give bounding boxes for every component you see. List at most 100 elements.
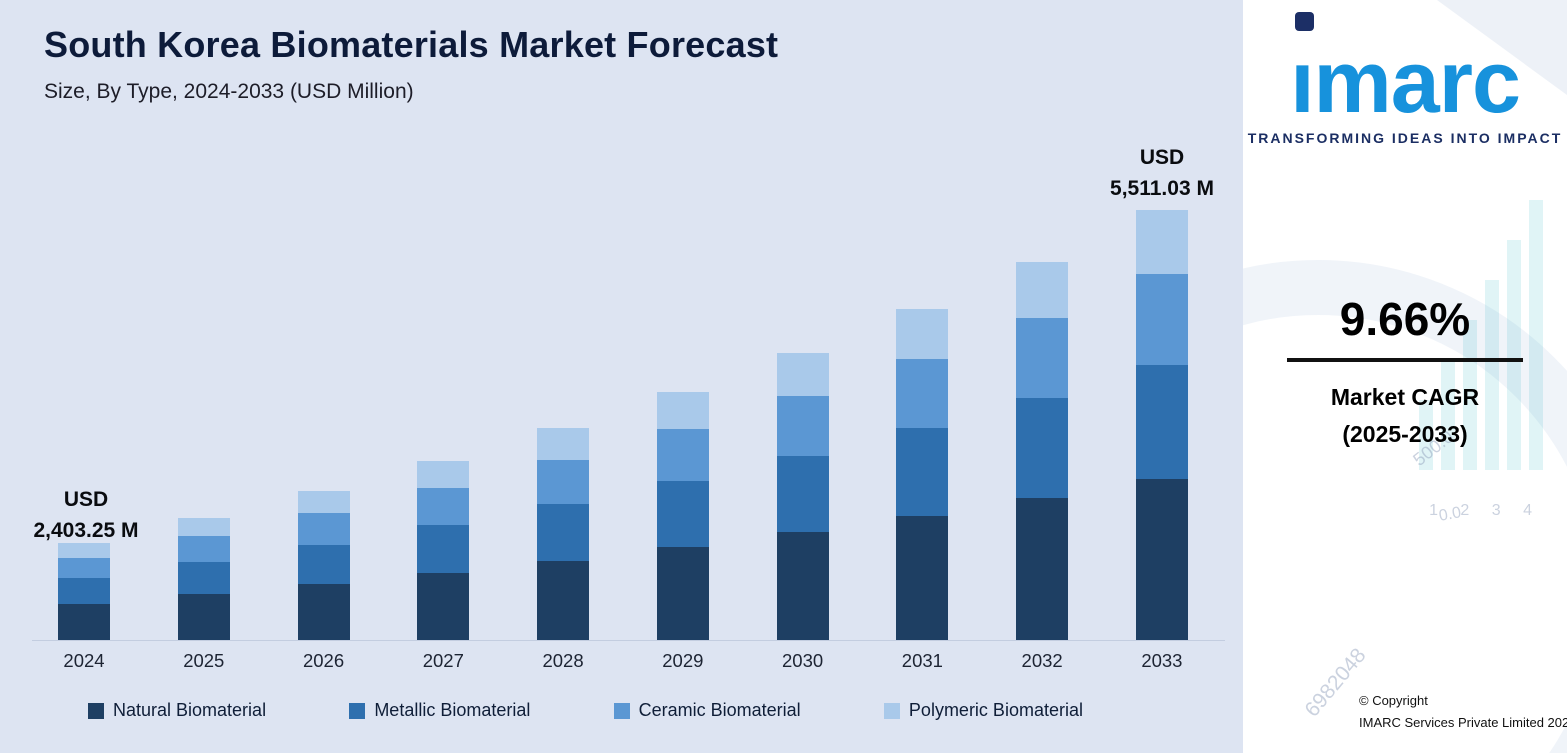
- x-axis-line: [32, 640, 1225, 641]
- bar-2031: [896, 200, 949, 640]
- brand-tagline: TRANSFORMING IDEAS INTO IMPACT: [1247, 130, 1563, 146]
- bar-segment-2028: [537, 428, 590, 460]
- bar-segment-2030: [776, 532, 829, 640]
- copyright-line1: © Copyright: [1359, 693, 1428, 709]
- annotation-last-bar: USD 5,511.03 M: [1087, 142, 1237, 204]
- bar-segment-2025: [177, 536, 230, 563]
- legend-swatch: [88, 702, 104, 719]
- legend-label: Metallic Biomaterial: [374, 700, 531, 720]
- bar-segment-2025: [177, 594, 230, 640]
- watermark-bar: [1419, 400, 1433, 470]
- bar-segment-2033: [1135, 478, 1188, 640]
- annotation-first-line2: 2,403.25 M: [33, 519, 139, 542]
- bar-segment-2033: [1135, 274, 1188, 365]
- bar-segment-2031: [896, 428, 949, 516]
- watermark-bar-chart: [1419, 200, 1543, 470]
- watermark-number: 1 2 3 4: [1429, 502, 1541, 519]
- bar-2024: [58, 200, 110, 640]
- legend-item: Polymeric Biomaterial: [883, 700, 1083, 721]
- watermark-bar: [1485, 280, 1499, 470]
- annotation-last-line2: 5,511.03 M: [1110, 177, 1214, 200]
- bar-segment-2024: [58, 603, 110, 640]
- bar-segment-2029: [656, 481, 709, 547]
- annotation-first-line1: USD: [63, 488, 109, 511]
- bar-segment-2024: [58, 557, 110, 578]
- bar-segment-2029: [656, 392, 709, 430]
- x-axis-label: 2025: [183, 650, 225, 671]
- bar-group: [58, 200, 1188, 640]
- bar-2030: [776, 200, 829, 640]
- watermark-bar: [1529, 200, 1543, 470]
- annotation-first-bar: USD 2,403.25 M: [6, 484, 166, 546]
- bar-segment-2032: [1016, 261, 1069, 319]
- x-axis-label: 2029: [662, 650, 704, 671]
- bar-2029: [656, 200, 709, 640]
- legend-item: Ceramic Biomaterial: [613, 700, 801, 721]
- chart-section: South Korea Biomaterials Market Forecast…: [0, 0, 1243, 753]
- bar-segment-2027: [417, 487, 470, 526]
- bar-segment-2027: [417, 572, 470, 640]
- cagr-years: (2025-2033): [1342, 421, 1468, 447]
- bar-segment-2026: [297, 544, 350, 585]
- x-axis-label: 2026: [302, 650, 345, 671]
- x-axis-label: 2031: [901, 650, 943, 671]
- brand-logo-text: ımarc: [1290, 32, 1521, 131]
- bar-segment-2028: [537, 504, 590, 561]
- bar-segment-2026: [297, 490, 350, 514]
- bar-segment-2029: [656, 429, 709, 482]
- side-panel: 500.0 0.0 1 2 3 4 6982048 ımarc TRANSFOR…: [1243, 0, 1567, 753]
- bar-2026: [297, 200, 350, 640]
- cagr-block: 9.66% Market CAGR (2025-2033): [1243, 292, 1567, 448]
- legend-label: Polymeric Biomaterial: [908, 700, 1083, 720]
- bar-segment-2025: [177, 562, 230, 595]
- watermark-triangle: [1437, 0, 1567, 95]
- legend-swatch: [613, 702, 630, 719]
- x-axis-label: 2030: [782, 650, 824, 671]
- legend-item: Natural Biomaterial: [88, 700, 266, 721]
- bar-segment-2030: [776, 352, 829, 396]
- copyright-line2: IMARC Services Private Limited 2025: [1359, 714, 1567, 730]
- bar-segment-2028: [537, 560, 590, 640]
- bar-segment-2032: [1016, 498, 1069, 640]
- x-axis-label: 2024: [63, 650, 105, 671]
- bar-2033: [1135, 200, 1188, 640]
- plot-area: [58, 200, 1188, 640]
- bar-2025: [177, 200, 230, 640]
- watermark-bar: [1507, 240, 1521, 470]
- bar-segment-2026: [297, 584, 350, 640]
- bar-segment-2032: [1016, 318, 1069, 398]
- x-axis-label: 2028: [542, 650, 584, 671]
- bar-segment-2027: [417, 525, 470, 573]
- bar-2027: [417, 200, 470, 640]
- bar-segment-2024: [58, 577, 110, 604]
- cagr-label: Market CAGR: [1330, 384, 1480, 410]
- bar-2032: [1016, 200, 1069, 640]
- bar-segment-2027: [417, 460, 470, 488]
- brand-logo: ımarc TRANSFORMING IDEAS INTO IMPACT: [1243, 12, 1567, 146]
- page-subtitle: Size, By Type, 2024-2033 (USD Million): [44, 80, 414, 103]
- cagr-value: 9.66%: [1339, 293, 1471, 345]
- x-axis-label: 2032: [1021, 650, 1063, 671]
- watermark-bar: [1463, 320, 1477, 470]
- page-title: South Korea Biomaterials Market Forecast: [44, 24, 779, 65]
- bar-segment-2028: [537, 459, 590, 505]
- bar-segment-2026: [297, 513, 350, 545]
- legend: Natural Biomaterial Metallic Biomaterial C…: [0, 700, 1243, 721]
- logo-i-dot: [1295, 12, 1315, 31]
- x-axis-labels: 2024 2025 2026 2027 2028 2029 2030 2031 2032 2033: [58, 650, 1188, 672]
- x-axis-label: 2027: [422, 650, 464, 671]
- bar-segment-2031: [896, 515, 949, 640]
- watermark-bar: [1441, 360, 1455, 470]
- bar-segment-2033: [1135, 364, 1188, 479]
- bar-segment-2030: [776, 395, 829, 456]
- legend-item: Metallic Biomaterial: [349, 700, 530, 721]
- bar-2028: [537, 200, 590, 640]
- legend-swatch: [883, 702, 900, 719]
- bar-segment-2032: [1016, 397, 1069, 499]
- bar-segment-2029: [656, 547, 709, 640]
- bar-segment-2031: [896, 358, 949, 429]
- legend-swatch: [349, 702, 366, 719]
- annotation-last-line1: USD: [1139, 146, 1185, 169]
- legend-label: Natural Biomaterial: [113, 700, 267, 720]
- bar-segment-2030: [776, 456, 829, 533]
